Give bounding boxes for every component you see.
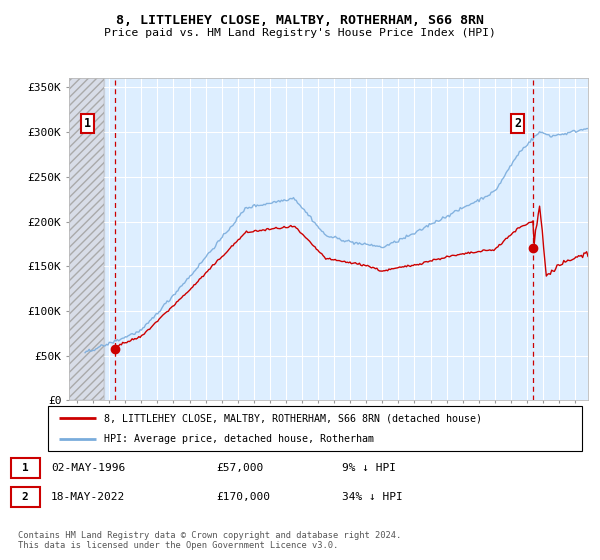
Text: HPI: Average price, detached house, Rotherham: HPI: Average price, detached house, Roth… bbox=[104, 433, 374, 444]
Text: 8, LITTLEHEY CLOSE, MALTBY, ROTHERHAM, S66 8RN (detached house): 8, LITTLEHEY CLOSE, MALTBY, ROTHERHAM, S… bbox=[104, 413, 482, 423]
Text: 34% ↓ HPI: 34% ↓ HPI bbox=[342, 492, 403, 502]
Text: Price paid vs. HM Land Registry's House Price Index (HPI): Price paid vs. HM Land Registry's House … bbox=[104, 28, 496, 38]
Text: 2: 2 bbox=[22, 492, 29, 502]
Text: 1: 1 bbox=[22, 463, 29, 473]
Text: £170,000: £170,000 bbox=[216, 492, 270, 502]
Text: 9% ↓ HPI: 9% ↓ HPI bbox=[342, 463, 396, 473]
Text: Contains HM Land Registry data © Crown copyright and database right 2024.
This d: Contains HM Land Registry data © Crown c… bbox=[18, 531, 401, 550]
Text: 8, LITTLEHEY CLOSE, MALTBY, ROTHERHAM, S66 8RN: 8, LITTLEHEY CLOSE, MALTBY, ROTHERHAM, S… bbox=[116, 14, 484, 27]
Text: 1: 1 bbox=[83, 116, 91, 129]
Text: 2: 2 bbox=[514, 116, 521, 129]
FancyBboxPatch shape bbox=[11, 487, 40, 506]
Text: 02-MAY-1996: 02-MAY-1996 bbox=[51, 463, 125, 473]
Text: £57,000: £57,000 bbox=[216, 463, 263, 473]
FancyBboxPatch shape bbox=[48, 406, 582, 451]
Text: 18-MAY-2022: 18-MAY-2022 bbox=[51, 492, 125, 502]
Bar bbox=[69, 78, 104, 400]
Bar bbox=[69, 78, 104, 400]
FancyBboxPatch shape bbox=[11, 458, 40, 478]
